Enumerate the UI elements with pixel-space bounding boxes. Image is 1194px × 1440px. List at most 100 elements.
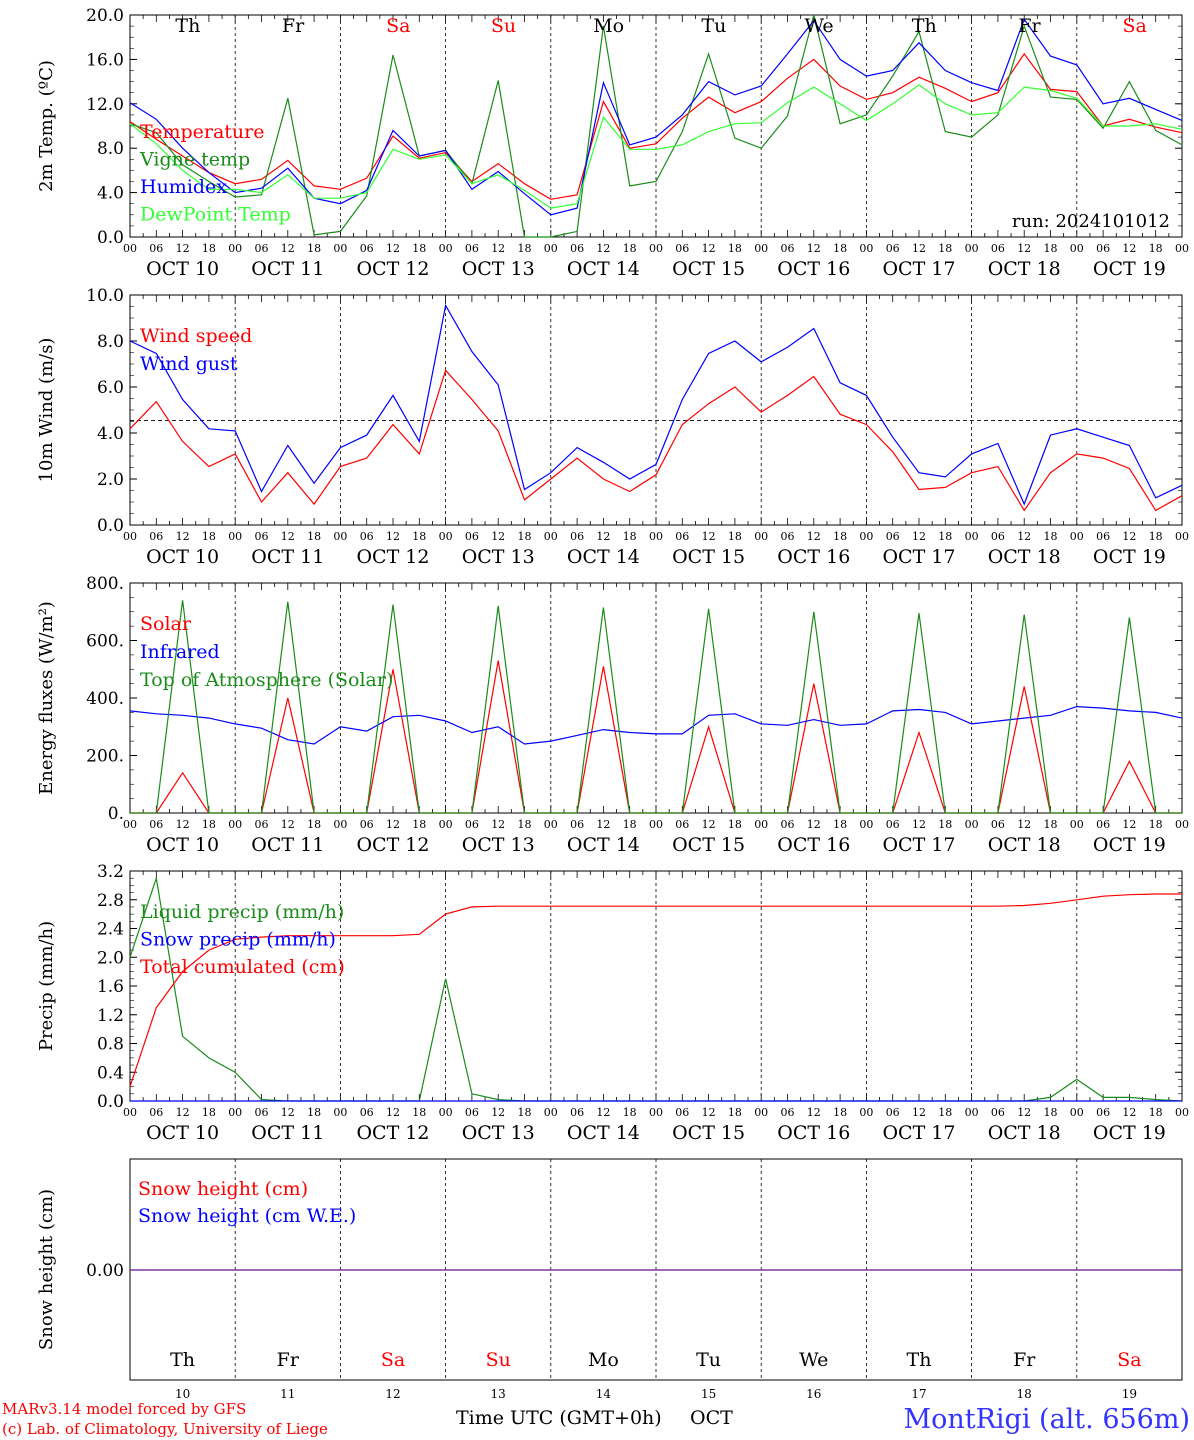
hour-label: 18	[938, 530, 952, 543]
hour-label: 18	[833, 818, 847, 831]
hour-label: 18	[412, 530, 426, 543]
hour-label: 00	[1070, 242, 1084, 255]
date-label: OCT 18	[988, 834, 1061, 856]
y-tick-label: 200.	[86, 747, 124, 767]
y-tick-label: 3.2	[97, 862, 124, 882]
series-line-top-of-atmosphere-solar-	[130, 600, 1182, 814]
y-tick-label: 20.0	[86, 6, 124, 26]
hour-label: 18	[728, 1106, 742, 1119]
hour-label: 00	[1175, 242, 1189, 255]
date-label: OCT 19	[1093, 1122, 1166, 1144]
y-tick-label: 16.0	[86, 50, 124, 70]
hour-label: 06	[570, 1106, 584, 1119]
date-label: OCT 10	[146, 258, 219, 280]
y-tick-label: 6.0	[97, 378, 124, 398]
legend-entry: Snow height (cm)	[138, 1178, 308, 1200]
hour-label: 12	[1122, 818, 1136, 831]
run-label: run: 2024101012	[1012, 211, 1170, 232]
hour-label: 18	[833, 1106, 847, 1119]
day-number: 15	[701, 1387, 716, 1401]
date-label: OCT 16	[777, 1122, 850, 1144]
date-label: OCT 14	[567, 546, 640, 568]
hour-label: 18	[623, 1106, 637, 1119]
day-number: 10	[175, 1387, 190, 1401]
weekday-label: Su	[486, 1349, 511, 1371]
y-tick-label: 0.0	[97, 228, 124, 248]
hour-label: 18	[1044, 242, 1058, 255]
hour-label: 06	[360, 818, 374, 831]
hour-label: 00	[228, 818, 242, 831]
date-label: OCT 12	[356, 258, 429, 280]
weekday-label: Th	[170, 1349, 195, 1371]
hour-label: 06	[360, 530, 374, 543]
hour-label: 00	[859, 818, 873, 831]
hour-label: 06	[675, 530, 689, 543]
hour-label: 00	[228, 530, 242, 543]
hour-label: 12	[596, 530, 610, 543]
hour-label: 00	[965, 818, 979, 831]
day-number: 12	[385, 1387, 400, 1401]
y-tick-label: 10.0	[86, 286, 124, 306]
hour-label: 06	[255, 242, 269, 255]
date-label: OCT 15	[672, 834, 745, 856]
panel-3	[129, 582, 1183, 814]
hour-label: 12	[702, 818, 716, 831]
date-label: OCT 15	[672, 1122, 745, 1144]
series-line-temperature	[129, 52, 1183, 200]
hour-label: 12	[702, 1106, 716, 1119]
hour-label: 00	[544, 1106, 558, 1119]
date-label: OCT 11	[251, 1122, 324, 1144]
weekday-label: Tu	[701, 15, 726, 37]
hour-label: 06	[465, 242, 479, 255]
hour-label: 00	[965, 530, 979, 543]
hour-label: 12	[807, 1106, 821, 1119]
hour-label: 00	[439, 818, 453, 831]
hour-label: 06	[886, 530, 900, 543]
hour-label: 18	[202, 818, 216, 831]
legend-entry: DewPoint Temp	[140, 204, 291, 226]
hour-label: 00	[123, 818, 137, 831]
date-label: OCT 18	[988, 1122, 1061, 1144]
weekday-label: Th	[907, 1349, 932, 1371]
hour-label: 18	[833, 242, 847, 255]
hour-label: 00	[439, 530, 453, 543]
x-axis-label: Time UTC (GMT+0h)	[456, 1407, 662, 1429]
hour-label: 06	[781, 242, 795, 255]
date-label: OCT 14	[567, 834, 640, 856]
y-tick-label: 12.0	[86, 95, 124, 115]
y-tick-label: 8.0	[97, 139, 124, 159]
date-label: OCT 13	[462, 258, 535, 280]
date-label: OCT 12	[356, 834, 429, 856]
hour-label: 06	[1096, 530, 1110, 543]
hour-label: 00	[544, 530, 558, 543]
hour-label: 12	[1017, 242, 1031, 255]
hour-label: 12	[912, 242, 926, 255]
hour-label: 06	[360, 242, 374, 255]
hour-label: 12	[912, 1106, 926, 1119]
hour-label: 06	[781, 530, 795, 543]
series-line-total-cumulated-cm-	[129, 893, 1182, 1087]
hour-label: 00	[544, 242, 558, 255]
y-tick-label: 400.	[86, 689, 124, 709]
hour-label: 12	[176, 818, 190, 831]
hour-label: 12	[596, 242, 610, 255]
hour-label: 12	[176, 530, 190, 543]
hour-label: 06	[149, 242, 163, 255]
day-number: 19	[1122, 1387, 1137, 1401]
hour-label: 00	[333, 242, 347, 255]
hour-label: 12	[702, 530, 716, 543]
hour-label: 12	[1017, 1106, 1031, 1119]
hour-label: 12	[386, 818, 400, 831]
hour-label: 18	[1149, 818, 1163, 831]
hour-label: 00	[649, 818, 663, 831]
hour-label: 06	[149, 530, 163, 543]
y-axis-label: Snow height (cm)	[36, 1189, 57, 1350]
weekday-label: Sa	[386, 15, 410, 37]
hour-label: 06	[1096, 818, 1110, 831]
hour-label: 18	[623, 818, 637, 831]
hour-label: 18	[518, 242, 532, 255]
y-tick-label: 0.4	[97, 1063, 124, 1083]
date-label: OCT 11	[251, 834, 324, 856]
hour-label: 18	[938, 242, 952, 255]
weekday-label: Fr	[1013, 1349, 1036, 1371]
